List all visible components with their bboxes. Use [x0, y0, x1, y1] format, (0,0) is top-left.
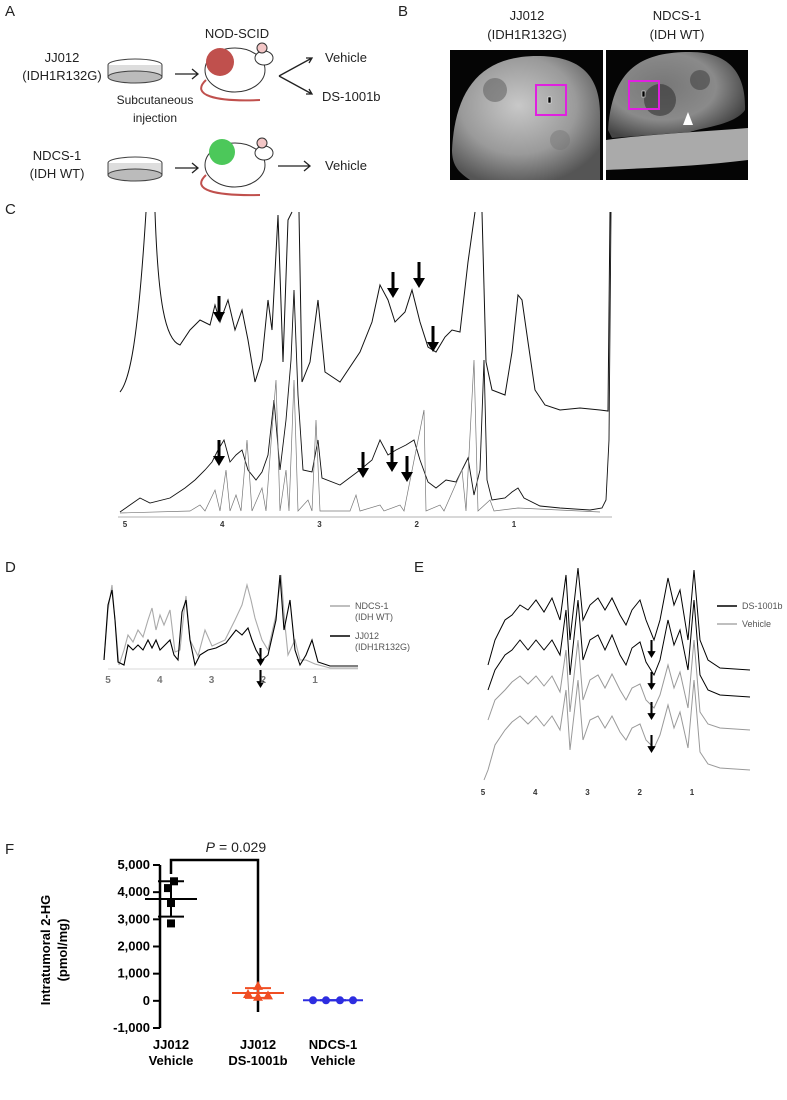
arrow [175, 69, 198, 79]
y-tick-label: -1,000 [113, 1020, 150, 1035]
arrow [256, 648, 264, 666]
arrow [213, 296, 225, 322]
panel-label: F [5, 841, 14, 858]
y-tick-label: 2,000 [117, 939, 150, 954]
image-subtitle: (IDH WT) [650, 27, 705, 42]
x-tick-label: 3 [585, 788, 590, 797]
x-tick-label: 5 [481, 788, 486, 797]
x-tick-label: 1 [312, 675, 318, 686]
x-tick-label: Vehicle [149, 1053, 194, 1068]
legend-label: (IDH WT) [355, 612, 393, 622]
x-tick-label: Vehicle [311, 1053, 356, 1068]
data-point [167, 899, 175, 907]
image-title: JJ012 [510, 8, 545, 23]
y-tick-label: 5,000 [117, 857, 150, 872]
arrow [213, 440, 225, 466]
y-axis-title: Intratumoral 2-HG [38, 895, 53, 1006]
panel-label: C [5, 201, 16, 218]
mutation: (IDH1R132G) [22, 68, 101, 83]
x-tick-label: 2 [638, 788, 643, 797]
mri-image [606, 50, 748, 180]
arrow [357, 452, 369, 478]
y-tick-label: 0 [143, 993, 150, 1008]
x-tick-label: 2 [415, 520, 420, 529]
x-tick-label: 4 [533, 788, 538, 797]
data-point [322, 996, 330, 1004]
legend-label: Vehicle [742, 619, 771, 629]
y-tick-label: 3,000 [117, 911, 150, 926]
data-point [263, 990, 273, 999]
x-tick-label: NDCS-1 [309, 1037, 357, 1052]
data-point [167, 919, 175, 927]
cell-line: NDCS-1 [33, 148, 81, 163]
panel-label: A [5, 3, 15, 20]
x-tick-label: 3 [317, 520, 322, 529]
mouse [201, 138, 273, 195]
route: injection [133, 111, 177, 125]
treatment: Vehicle [325, 50, 367, 65]
legend-label: NDCS-1 [355, 601, 389, 611]
spectrum [104, 575, 358, 669]
treatment: Vehicle [325, 158, 367, 173]
p-symbol: P [206, 839, 216, 855]
route: Subcutaneous [117, 93, 194, 107]
x-tick-label: 1 [512, 520, 517, 529]
x-tick-label: JJ012 [153, 1037, 189, 1052]
arrow [647, 640, 655, 658]
y-axis-title: (pmol/mg) [55, 919, 70, 982]
mri-image [450, 50, 603, 180]
panel-label: E [414, 559, 424, 576]
data-point [253, 981, 263, 990]
culture-dish [108, 157, 162, 181]
p-value: = 0.029 [219, 839, 266, 855]
data-point [309, 996, 317, 1004]
data-point [336, 996, 344, 1004]
arrow [278, 161, 310, 171]
x-tick-label: 5 [105, 675, 111, 686]
x-tick-label: 5 [123, 520, 128, 529]
arrow [647, 702, 655, 720]
y-tick-label: 1,000 [117, 966, 150, 981]
arrow [647, 735, 655, 753]
spectrum [484, 568, 750, 780]
panel-label: D [5, 559, 16, 576]
x-tick-label: 4 [220, 520, 225, 529]
legend-label: DS-1001b [742, 601, 783, 611]
cell-line: JJ012 [45, 50, 80, 65]
data-point [349, 996, 357, 1004]
arrow [175, 163, 198, 173]
x-tick-label: JJ012 [240, 1037, 276, 1052]
image-title: NDCS-1 [653, 8, 701, 23]
panel-label: B [398, 3, 408, 20]
image-subtitle: (IDH1R132G) [487, 27, 566, 42]
mouse [201, 43, 273, 100]
x-tick-label: 2 [260, 675, 266, 686]
data-point [164, 884, 172, 892]
x-tick-label: 1 [690, 788, 695, 797]
arrow [279, 58, 312, 94]
mouse-strain: NOD-SCID [205, 26, 269, 41]
significance-bracket [171, 860, 258, 1012]
treatment: DS-1001b [322, 89, 381, 104]
legend-label: JJ012 [355, 631, 379, 641]
arrow [413, 262, 425, 288]
x-tick-label: 3 [209, 675, 215, 686]
x-tick-label: 4 [157, 675, 163, 686]
arrow [387, 272, 399, 298]
x-tick-label: DS-1001b [228, 1053, 287, 1068]
mutation: (IDH WT) [30, 166, 85, 181]
arrow [401, 456, 413, 482]
arrow [427, 326, 439, 352]
y-tick-label: 4,000 [117, 884, 150, 899]
culture-dish [108, 59, 162, 83]
legend-label: (IDH1R132G) [355, 642, 410, 652]
